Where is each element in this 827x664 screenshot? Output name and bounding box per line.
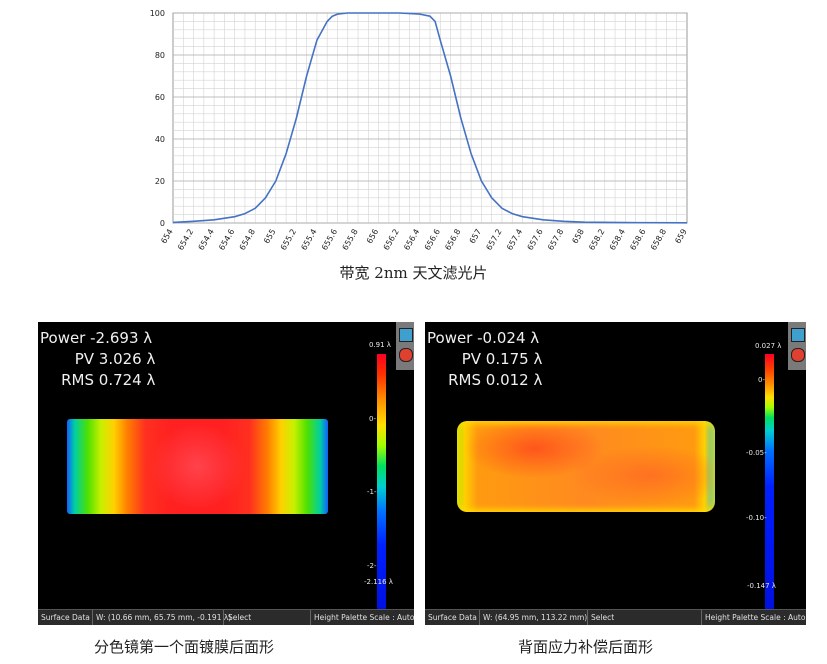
status-divider	[92, 610, 93, 625]
caption-left: 分色镜第一个面镀膜后面形	[94, 638, 275, 656]
series-line	[172, 12, 688, 224]
pv-value: 3.026 λ	[98, 350, 156, 368]
power-label: Power	[40, 329, 86, 347]
x-tick-label: 656.4	[402, 228, 421, 252]
tool-icon[interactable]	[791, 328, 805, 342]
surface-map-panel-left: Power -2.693 λ PV 3.026 λ RMS 0.724 λ 0.…	[38, 322, 414, 625]
rms-value: 0.012 λ	[485, 371, 543, 389]
palette-icon[interactable]	[399, 348, 413, 362]
x-tick-label: 657	[468, 228, 483, 246]
status-surface-data: Surface Data	[41, 613, 90, 622]
scale-tick-label: -0.10-	[746, 514, 767, 522]
scale-max-label: 0.027 λ	[755, 342, 782, 350]
status-bar: Surface Data W: (64.95 mm, 113.22 mm) Se…	[425, 609, 806, 625]
y-tick-label: 80	[155, 51, 165, 60]
x-tick-label: 654.4	[197, 228, 216, 252]
y-tick-label: 60	[155, 93, 165, 102]
x-tick-label: 657.4	[505, 228, 524, 252]
status-divider	[701, 610, 702, 625]
status-select[interactable]: Select	[228, 613, 252, 622]
x-tick-label: 656.2	[382, 228, 401, 252]
x-tick-label: 654.6	[217, 228, 236, 252]
status-palette-scale: Height Palette Scale : Auto	[705, 613, 806, 622]
readout-left: Power -2.693 λ PV 3.026 λ RMS 0.724 λ	[40, 328, 155, 391]
x-tick-label: 658.4	[608, 228, 627, 252]
x-tick-label: 657.6	[526, 228, 545, 252]
rms-value: 0.724 λ	[98, 371, 156, 389]
status-palette-scale: Height Palette Scale : Auto	[314, 613, 415, 622]
x-tick-label: 655.4	[299, 228, 318, 252]
x-tick-label: 656	[365, 228, 380, 246]
color-scale-bar	[377, 354, 386, 609]
scale-min-label: -2.116 λ	[364, 578, 393, 586]
y-tick-label: 40	[155, 135, 165, 144]
x-tick-label: 658	[570, 228, 585, 246]
scale-max-label: 0.91 λ	[369, 341, 391, 349]
status-divider	[587, 610, 588, 625]
status-divider	[310, 610, 311, 625]
x-tick-label: 655.6	[320, 228, 339, 252]
x-tick-label: 656.8	[443, 228, 462, 252]
y-tick-label: 0	[160, 219, 165, 228]
status-divider	[479, 610, 480, 625]
pv-value: 0.175 λ	[485, 350, 543, 368]
transmission-chart: 0 20 40 60 80 100 654 654.2 654.4 654.6 654.8 655 65…	[140, 8, 700, 258]
power-value: -0.024 λ	[477, 329, 540, 347]
x-tick-label: 655	[262, 228, 277, 246]
status-coordinates: W: (10.66 mm, 65.75 mm, -0.191 λ)	[96, 613, 232, 622]
scale-min-label: -0.147 λ	[747, 582, 776, 590]
scale-tick-label: -1-	[367, 488, 377, 496]
status-select[interactable]: Select	[591, 613, 615, 622]
power-label: Power	[427, 329, 473, 347]
pv-label: PV	[461, 350, 481, 368]
scale-tick-label: -2-	[367, 562, 377, 570]
x-tick-label: 656.6	[423, 228, 442, 252]
status-coordinates: W: (64.95 mm, 113.22 mm)	[483, 613, 588, 622]
scale-tick-label: 0-	[758, 376, 765, 384]
scale-tick-label: -0.05-	[746, 449, 767, 457]
x-tick-label: 658.8	[649, 228, 668, 252]
tool-strip	[396, 322, 414, 370]
x-tick-label: 654.8	[238, 228, 257, 252]
surface-map-image	[67, 419, 328, 514]
y-tick-label: 20	[155, 177, 165, 186]
surface-map-image	[457, 421, 715, 512]
scale-tick-label: 0-	[369, 415, 376, 423]
tool-icon[interactable]	[399, 328, 413, 342]
x-tick-label: 657.2	[484, 228, 503, 252]
x-tick-label: 658.2	[587, 228, 606, 252]
x-tick-label: 655.8	[341, 228, 360, 252]
x-tick-label: 654	[159, 228, 174, 246]
readout-right: Power -0.024 λ PV 0.175 λ RMS 0.012 λ	[427, 328, 542, 391]
chart-caption: 带宽 2nm 天文滤光片	[339, 264, 488, 282]
status-bar: Surface Data W: (10.66 mm, 65.75 mm, -0.…	[38, 609, 414, 625]
rms-label: RMS	[448, 371, 481, 389]
x-tick-label: 658.6	[628, 228, 647, 252]
x-tick-label: 659	[673, 228, 688, 246]
x-tick-label: 655.2	[279, 228, 298, 252]
pv-label: PV	[74, 350, 94, 368]
palette-icon[interactable]	[791, 348, 805, 362]
power-value: -2.693 λ	[90, 329, 153, 347]
caption-right: 背面应力补偿后面形	[518, 638, 654, 656]
status-surface-data: Surface Data	[428, 613, 477, 622]
y-tick-label: 100	[150, 9, 165, 18]
status-divider	[223, 610, 224, 625]
surface-map-panel-right: Power -0.024 λ PV 0.175 λ RMS 0.012 λ 0.…	[425, 322, 806, 625]
x-tick-label: 657.8	[546, 228, 565, 252]
tool-strip	[788, 322, 806, 370]
rms-label: RMS	[61, 371, 94, 389]
x-tick-label: 654.2	[176, 228, 195, 252]
color-scale-bar	[765, 354, 774, 609]
